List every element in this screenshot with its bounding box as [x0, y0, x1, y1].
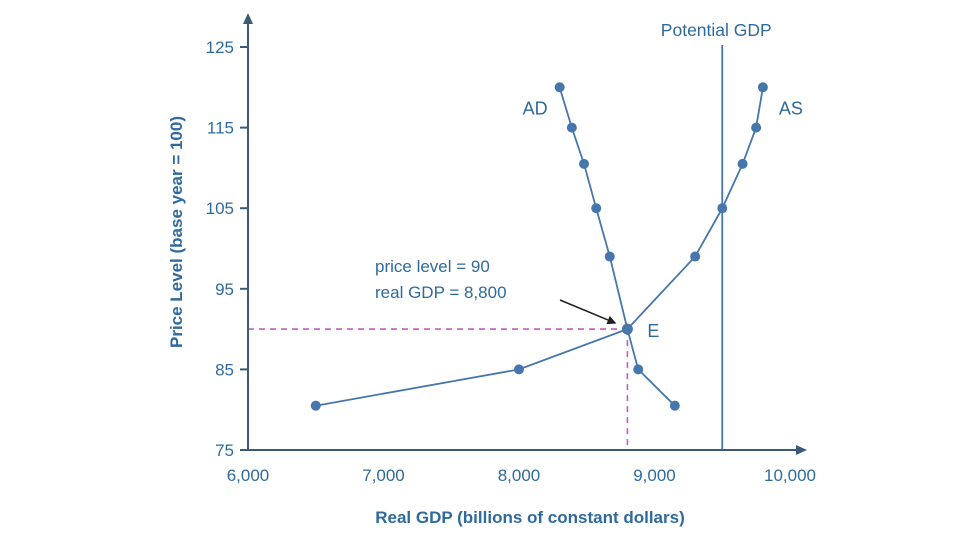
- annotation-line-1: price level = 90: [375, 257, 490, 276]
- ad-data-point: [566, 122, 577, 133]
- x-axis-arrowhead: [796, 445, 807, 455]
- equilibrium-label: E: [647, 321, 659, 341]
- x-tick-label: 8,000: [498, 466, 541, 485]
- as-curve: [315, 87, 764, 407]
- y-tick-label: 85: [215, 360, 234, 379]
- x-tick-label: 6,000: [227, 466, 270, 485]
- y-tick-label: 115: [207, 119, 234, 138]
- as-curve-label: AS: [779, 98, 803, 118]
- ad-data-point: [604, 251, 615, 262]
- ad-curve-label: AD: [523, 98, 548, 118]
- as-data-point: [737, 158, 748, 169]
- annotation-line-2: real GDP = 8,800: [375, 283, 507, 302]
- y-axis-arrowhead: [243, 13, 253, 24]
- ad-data-point: [633, 364, 644, 375]
- ad-data-point: [579, 158, 590, 169]
- y-axis-title: Price Level (base year = 100): [167, 115, 186, 349]
- as-data-point: [757, 82, 768, 93]
- equilibrium-point: [621, 323, 633, 335]
- x-tick-label: 9,000: [633, 466, 676, 485]
- as-data-point: [751, 122, 762, 133]
- y-tick-label: 125: [206, 38, 234, 57]
- annotation-arrow: [559, 299, 617, 325]
- ad-data-point: [669, 400, 680, 411]
- ad-curve: [558, 87, 676, 407]
- x-tick-label: 10,000: [764, 466, 816, 485]
- as-data-point: [310, 400, 321, 411]
- x-axis-title: Real GDP (billions of constant dollars): [375, 508, 685, 527]
- as-data-point: [514, 364, 524, 375]
- y-tick-label: 95: [215, 280, 234, 299]
- y-tick-label: 75: [215, 441, 234, 460]
- ad-data-point: [591, 203, 602, 214]
- ad-data-point: [554, 82, 565, 93]
- x-tick-label: 7,000: [362, 466, 405, 485]
- potential-gdp-label: Potential GDP: [661, 20, 772, 40]
- as-data-point: [717, 203, 728, 214]
- y-tick-label: 105: [206, 199, 234, 218]
- as-data-point: [690, 251, 701, 262]
